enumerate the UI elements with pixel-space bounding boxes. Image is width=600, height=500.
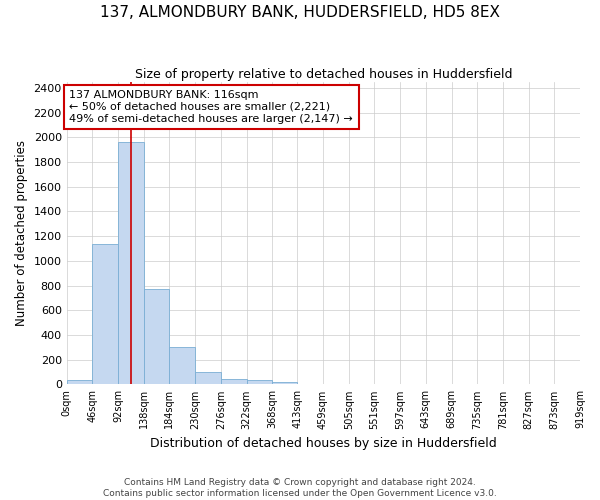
Bar [169, 348, 195, 385]
Bar [221, 379, 247, 384]
Bar [144, 290, 169, 384]
Text: Contains HM Land Registry data © Crown copyright and database right 2024.
Contai: Contains HM Land Registry data © Crown c… [103, 478, 497, 498]
X-axis label: Distribution of detached houses by size in Huddersfield: Distribution of detached houses by size … [150, 437, 497, 450]
Title: Size of property relative to detached houses in Huddersfield: Size of property relative to detached ho… [134, 68, 512, 80]
Text: 137, ALMONDBURY BANK, HUDDERSFIELD, HD5 8EX: 137, ALMONDBURY BANK, HUDDERSFIELD, HD5 … [100, 5, 500, 20]
Bar [118, 142, 144, 384]
Bar [272, 382, 298, 384]
Bar [92, 244, 118, 384]
Bar [67, 380, 92, 384]
Bar [195, 372, 221, 384]
Bar [247, 380, 272, 384]
Text: 137 ALMONDBURY BANK: 116sqm
← 50% of detached houses are smaller (2,221)
49% of : 137 ALMONDBURY BANK: 116sqm ← 50% of det… [70, 90, 353, 124]
Y-axis label: Number of detached properties: Number of detached properties [15, 140, 28, 326]
